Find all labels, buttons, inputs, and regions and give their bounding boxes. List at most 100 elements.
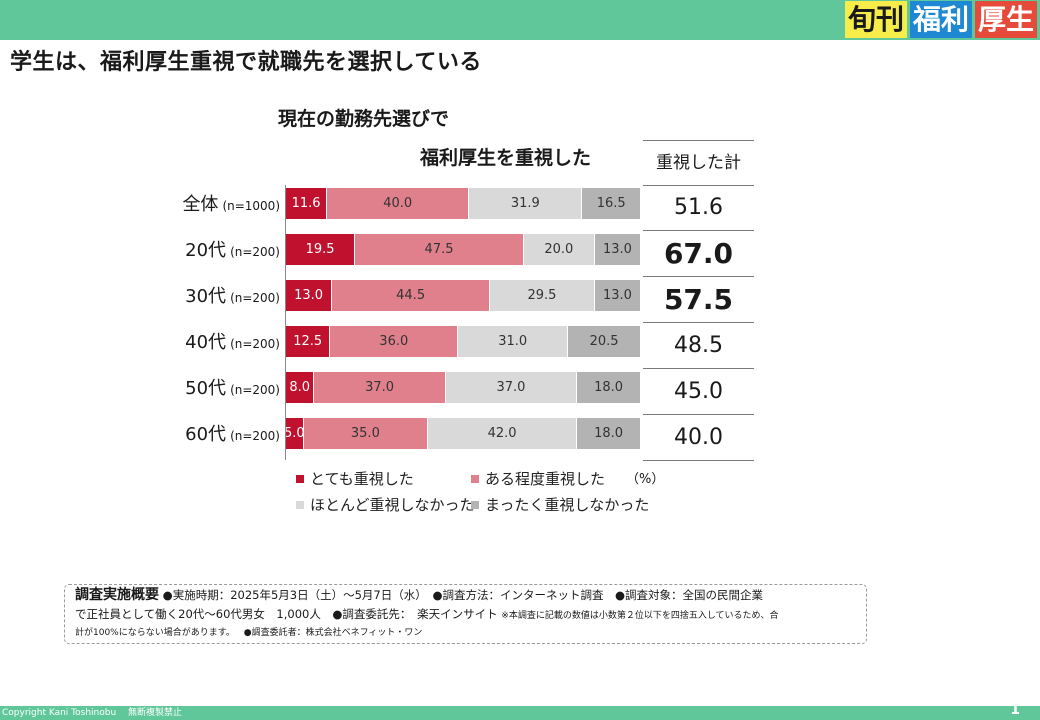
bar-segment: 40.0	[327, 188, 470, 219]
unit-label: （%）	[626, 472, 665, 487]
legend-swatch	[296, 474, 304, 483]
bar-segment: 13.0	[594, 280, 641, 311]
data-label: 20.5	[589, 334, 619, 349]
category-n: (n=200)	[230, 383, 280, 397]
note-line-2: で正社員として働く20代～60代男女 1,000人 ●調査委託先： 楽天インサイ…	[75, 605, 856, 626]
note-text-3a: 計が100%にならない場合があります。	[75, 628, 235, 638]
data-label: 36.0	[379, 334, 409, 349]
bar-segment: 16.5	[582, 188, 641, 219]
note-text-1: ●実施時期：2025年5月3日（土）～5月7日（水） ●調査方法：インターネット…	[162, 588, 764, 602]
data-label: 35.0	[350, 426, 380, 441]
bar-segment: 37.0	[445, 372, 578, 403]
bar-segment: 47.5	[355, 234, 524, 265]
summary-header: 重視した計	[643, 140, 754, 186]
category-label: 50代 (n=200)	[120, 374, 280, 400]
category-label: 全体 (n=1000)	[120, 190, 280, 216]
category-n: (n=200)	[230, 245, 280, 259]
data-label: 40.0	[383, 196, 413, 211]
data-label: 18.0	[594, 380, 624, 395]
legend-swatch	[471, 474, 479, 483]
bar-segment: 11.6	[286, 188, 328, 219]
data-label: 18.0	[594, 426, 624, 441]
data-label: 20.0	[544, 242, 574, 257]
page-number: 1	[1010, 702, 1020, 718]
legend-item-4: まったく重視しなかった	[471, 494, 649, 515]
data-label: 11.6	[291, 196, 321, 211]
summary-value: 45.0	[643, 370, 754, 415]
data-label: 37.0	[365, 380, 395, 395]
header-bar: 旬刊 福利 厚生	[0, 0, 1040, 40]
legend-label: まったく重視しなかった	[485, 496, 650, 514]
page-title: 学生は、福利厚生重視で就職先を選択している	[10, 50, 482, 75]
category-name: 50代	[185, 378, 227, 399]
legend-label: ある程度重視した	[485, 470, 606, 488]
bar-segment: 31.0	[458, 326, 569, 357]
category-name: 60代	[185, 424, 227, 445]
chart-title-line-1: 現在の勤務先選びで	[278, 108, 450, 130]
bar-segment: 36.0	[330, 326, 459, 357]
category-n: (n=1000)	[222, 199, 280, 213]
data-label: 47.5	[424, 242, 454, 257]
data-label: 31.0	[498, 334, 528, 349]
bar-segment: 42.0	[428, 418, 578, 449]
note-text-3b: ●調査委託者：株式会社ベネフィット・ワン	[243, 628, 423, 638]
legend-swatch	[296, 500, 304, 509]
bar-segment: 18.0	[577, 418, 641, 449]
data-label: 42.0	[487, 426, 517, 441]
category-name: 30代	[185, 286, 227, 307]
data-label: 13.0	[602, 242, 632, 257]
data-label: 8.0	[289, 380, 311, 395]
category-n: (n=200)	[230, 337, 280, 351]
bar-segment: 13.0	[594, 234, 641, 265]
summary-value: 48.5	[643, 324, 754, 369]
bar-segment: 8.0	[286, 372, 315, 403]
footer-bar: Copyright Kani Toshinobu 無断複製禁止 1	[0, 702, 1040, 720]
bar-segment: 12.5	[286, 326, 331, 357]
summary-value: 67.0	[643, 232, 754, 277]
note-title: 調査実施概要	[75, 587, 159, 603]
data-label: 37.0	[496, 380, 526, 395]
category-label: 60代 (n=200)	[120, 420, 280, 446]
data-label: 31.9	[510, 196, 540, 211]
summary-value: 51.6	[643, 186, 754, 231]
bar-segment: 35.0	[303, 418, 428, 449]
data-label: 13.0	[602, 288, 632, 303]
legend-label: ほとんど重視しなかった	[310, 496, 475, 514]
category-label: 30代 (n=200)	[120, 282, 280, 308]
category-name: 全体	[182, 194, 219, 215]
chart-axis	[285, 185, 286, 460]
bar-segment: 44.5	[332, 280, 491, 311]
note-text-2b: ※本調査に記載の数値は小数第２位以下を四捨五入しているため、合	[501, 611, 779, 621]
summary-value: 57.5	[643, 278, 754, 323]
category-name: 20代	[185, 240, 227, 261]
legend-item-3: ほとんど重視しなかった	[296, 494, 475, 515]
category-label: 40代 (n=200)	[120, 328, 280, 354]
legend-swatch	[471, 500, 479, 509]
bar-segment: 20.0	[523, 234, 595, 265]
category-n: (n=200)	[230, 429, 280, 443]
logo-part-1: 旬刊	[844, 1, 907, 38]
note-line-1: 調査実施概要 ●実施時期：2025年5月3日（土）～5月7日（水） ●調査方法：…	[75, 586, 856, 605]
note-line-3: 計が100%にならない場合があります。 ●調査委託者：株式会社ベネフィット・ワン	[75, 626, 856, 640]
bar-segment: 13.0	[286, 280, 333, 311]
legend-label: とても重視した	[310, 470, 414, 488]
logo-part-2: 福利	[909, 1, 972, 38]
chart-title-line-2: 福利厚生を重視した	[420, 147, 592, 169]
data-label: 16.5	[596, 196, 626, 211]
data-label: 5.0	[286, 426, 304, 441]
category-name: 40代	[185, 332, 227, 353]
data-label: 12.5	[293, 334, 323, 349]
data-label: 29.5	[527, 288, 557, 303]
survey-overview-box: 調査実施概要 ●実施時期：2025年5月3日（土）～5月7日（水） ●調査方法：…	[64, 584, 867, 644]
bar-segment: 19.5	[286, 234, 356, 265]
legend-item-1: とても重視した	[296, 468, 414, 489]
data-label: 13.0	[294, 288, 324, 303]
note-text-2a: で正社員として働く20代～60代男女 1,000人 ●調査委託先： 楽天インサイ…	[75, 607, 498, 621]
bar-segment: 37.0	[314, 372, 446, 403]
category-label: 20代 (n=200)	[120, 236, 280, 262]
bar-segment: 20.5	[568, 326, 641, 357]
data-label: 44.5	[396, 288, 426, 303]
data-label: 19.5	[305, 242, 335, 257]
copyright: Copyright Kani Toshinobu 無断複製禁止	[2, 708, 183, 718]
category-n: (n=200)	[230, 291, 280, 305]
